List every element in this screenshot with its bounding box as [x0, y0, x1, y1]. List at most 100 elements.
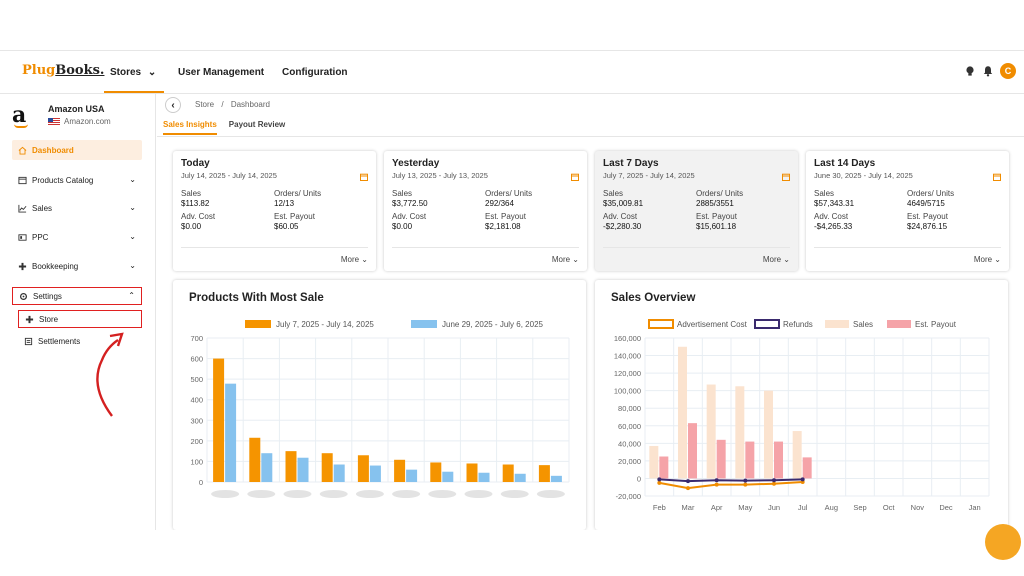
- amazon-logo-icon: a: [12, 102, 27, 128]
- app-window: PlugBooks. Stores ⌄ User Management Conf…: [0, 50, 1024, 530]
- back-button[interactable]: ‹: [165, 97, 181, 113]
- kpi-adv-cost-value: -$4,265.33: [814, 222, 853, 231]
- app-logo[interactable]: PlugBooks.: [22, 63, 105, 78]
- kpi-card-today: Today July 14, 2025 - July 14, 2025 Sale…: [173, 151, 376, 271]
- sidebar-item-dashboard[interactable]: Dashboard: [12, 140, 142, 160]
- bar: [394, 459, 406, 482]
- blurred-x-label: [355, 490, 384, 498]
- chevron-down-icon: ⌄: [361, 255, 368, 264]
- kpi-orders-value: 12/13: [274, 199, 295, 208]
- y-tick-label: 20,000: [618, 457, 641, 466]
- panel-title: Sales Overview: [611, 292, 696, 304]
- nav-configuration[interactable]: Configuration: [282, 67, 348, 78]
- legend-label: July 7, 2025 - July 14, 2025: [276, 320, 374, 329]
- x-tick-label: Oct: [883, 503, 896, 512]
- bar: [678, 346, 687, 479]
- sidebar-item-bookkeeping[interactable]: Bookkeeping ⌄: [12, 256, 142, 276]
- us-flag-icon: [48, 117, 60, 126]
- legend-swatch: [825, 320, 849, 328]
- blurred-x-label: [392, 490, 421, 498]
- page-bottom-margin: [0, 530, 1024, 576]
- nav-stores-menu[interactable]: Stores ⌄: [103, 67, 165, 93]
- series-point: [800, 477, 805, 482]
- sidebar-item-products-catalog[interactable]: Products Catalog ⌄: [12, 170, 142, 190]
- x-tick-label: Jul: [798, 503, 808, 512]
- bar: [774, 441, 783, 479]
- bar: [357, 455, 369, 482]
- calendar-icon[interactable]: [571, 173, 579, 181]
- chevron-down-icon: ⌄: [994, 255, 1001, 264]
- bar: [688, 423, 697, 479]
- calendar-icon[interactable]: [360, 173, 368, 181]
- blurred-x-label: [464, 490, 493, 498]
- bar: [430, 462, 442, 482]
- y-tick-label: 140,000: [614, 352, 641, 361]
- y-tick-label: 60,000: [618, 422, 641, 431]
- red-arrow-annotation: [96, 332, 124, 417]
- kpi-orders-value: 2885/3551: [696, 199, 734, 208]
- home-icon: [18, 146, 27, 155]
- legend-swatch: [245, 320, 271, 328]
- series-point: [743, 478, 748, 483]
- sales-overview-panel: Sales Overview Advertisement Cost Refunds…: [595, 280, 1008, 530]
- sales-overview-chart: Advertisement Cost Refunds Sales Est. Payou…: [614, 319, 990, 512]
- blurred-x-label: [500, 490, 529, 498]
- panel-title: Products With Most Sale: [189, 292, 324, 304]
- bar: [261, 453, 273, 482]
- bar: [735, 386, 745, 479]
- sidebar-item-settings[interactable]: Settings ⌃: [12, 287, 142, 305]
- products-bar-chart: July 7, 2025 - July 14, 2025 June 29, 202…: [190, 320, 570, 498]
- x-tick-label: Apr: [711, 503, 723, 512]
- products-most-sale-panel: Products With Most Sale July 7, 2025 - J…: [173, 280, 586, 530]
- y-tick-label: 0: [637, 474, 641, 483]
- user-avatar[interactable]: C: [1000, 63, 1016, 79]
- divider: [814, 247, 1001, 248]
- sidebar-item-ppc[interactable]: PPC ⌄: [12, 227, 142, 247]
- bookkeeping-icon: [18, 262, 27, 270]
- sidebar-item-settlements[interactable]: Settlements: [18, 331, 142, 351]
- x-tick-label: Aug: [825, 503, 838, 512]
- calendar-icon[interactable]: [782, 173, 790, 181]
- kpi-adv-cost-value: $0.00: [392, 222, 413, 231]
- more-button[interactable]: More ⌄: [551, 255, 579, 264]
- kpi-payout-value: $15,601.18: [696, 222, 737, 231]
- bar: [442, 471, 454, 482]
- series-point: [743, 482, 748, 487]
- calendar-icon[interactable]: [993, 173, 1001, 181]
- top-navigation: PlugBooks. Stores ⌄ User Management Conf…: [0, 50, 1024, 94]
- y-tick-label: 80,000: [618, 404, 641, 413]
- bar: [478, 472, 490, 482]
- store-name: Amazon USA: [48, 104, 105, 114]
- bar: [213, 358, 225, 482]
- bar: [249, 437, 261, 482]
- tab-sales-insights[interactable]: Sales Insights: [163, 120, 217, 135]
- nav-user-management[interactable]: User Management: [178, 67, 265, 78]
- settlements-icon: [24, 337, 33, 345]
- bar: [649, 445, 659, 479]
- lightbulb-icon[interactable]: [964, 65, 976, 77]
- more-button[interactable]: More ⌄: [973, 255, 1001, 264]
- sidebar-item-store[interactable]: Store: [18, 310, 142, 328]
- chevron-down-icon: ⌄: [572, 255, 579, 264]
- amazon-smile-icon: [14, 124, 28, 128]
- tab-payout-review[interactable]: Payout Review: [228, 120, 286, 129]
- more-button[interactable]: More ⌄: [340, 255, 368, 264]
- sidebar-item-sales[interactable]: Sales ⌄: [12, 198, 142, 218]
- kpi-card-last-7-days: Last 7 Days July 7, 2025 - July 14, 2025…: [595, 151, 798, 271]
- gear-icon: [19, 292, 28, 300]
- bell-icon[interactable]: [982, 65, 994, 77]
- bar: [297, 457, 309, 482]
- legend-label: June 29, 2025 - July 6, 2025: [442, 320, 544, 329]
- bar: [550, 475, 562, 482]
- kpi-sales-value: $35,009.81: [603, 199, 644, 208]
- kpi-payout-value: $24,876.15: [907, 222, 948, 231]
- more-button[interactable]: More ⌄: [762, 255, 790, 264]
- help-chat-button[interactable]: [985, 524, 1021, 560]
- kpi-payout-value: $60.05: [274, 222, 299, 231]
- store-selector[interactable]: a Amazon USA Amazon.com: [12, 102, 152, 130]
- chevron-down-icon: ⌄: [129, 261, 136, 270]
- y-tick-label: 160,000: [614, 334, 641, 343]
- chevron-down-icon: ⌄: [783, 255, 790, 264]
- bar: [369, 465, 381, 482]
- kpi-sales-value: $57,343.31: [814, 199, 855, 208]
